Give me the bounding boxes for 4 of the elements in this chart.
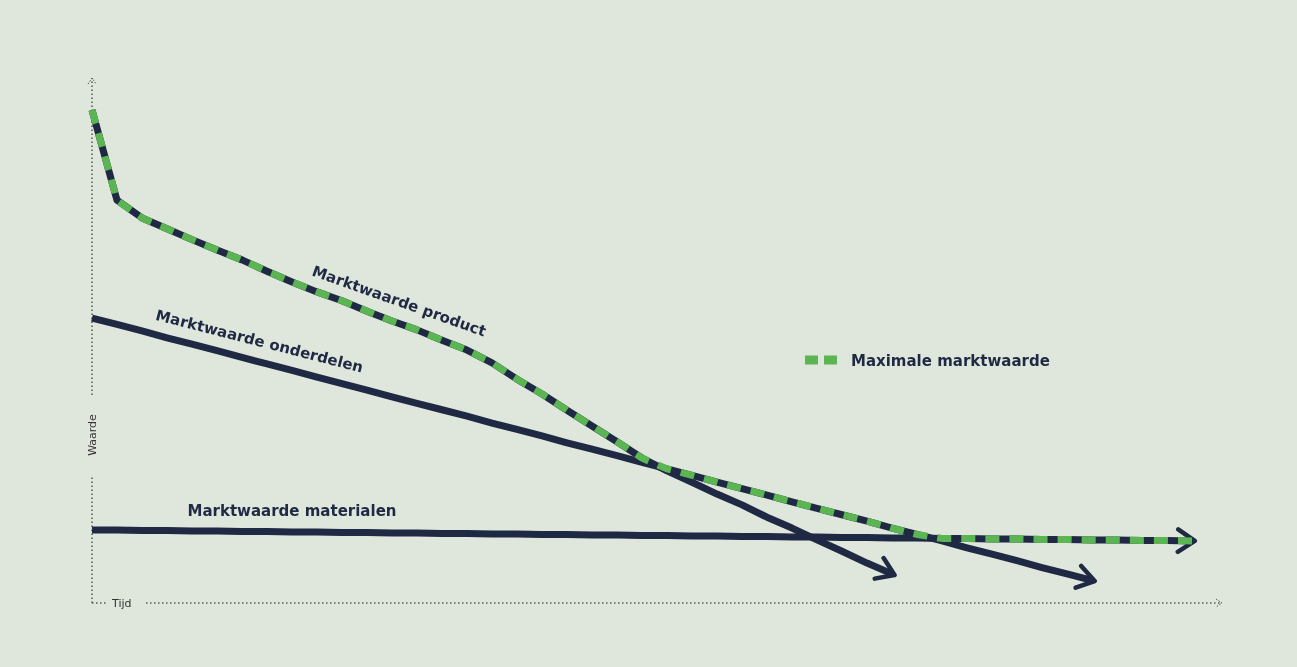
x-axis-title: Tijd xyxy=(111,597,132,610)
series-label: Marktwaarde materialen xyxy=(187,502,397,521)
y-axis-title: Waarde xyxy=(86,413,99,456)
legend-label: Maximale marktwaarde xyxy=(851,352,1050,370)
